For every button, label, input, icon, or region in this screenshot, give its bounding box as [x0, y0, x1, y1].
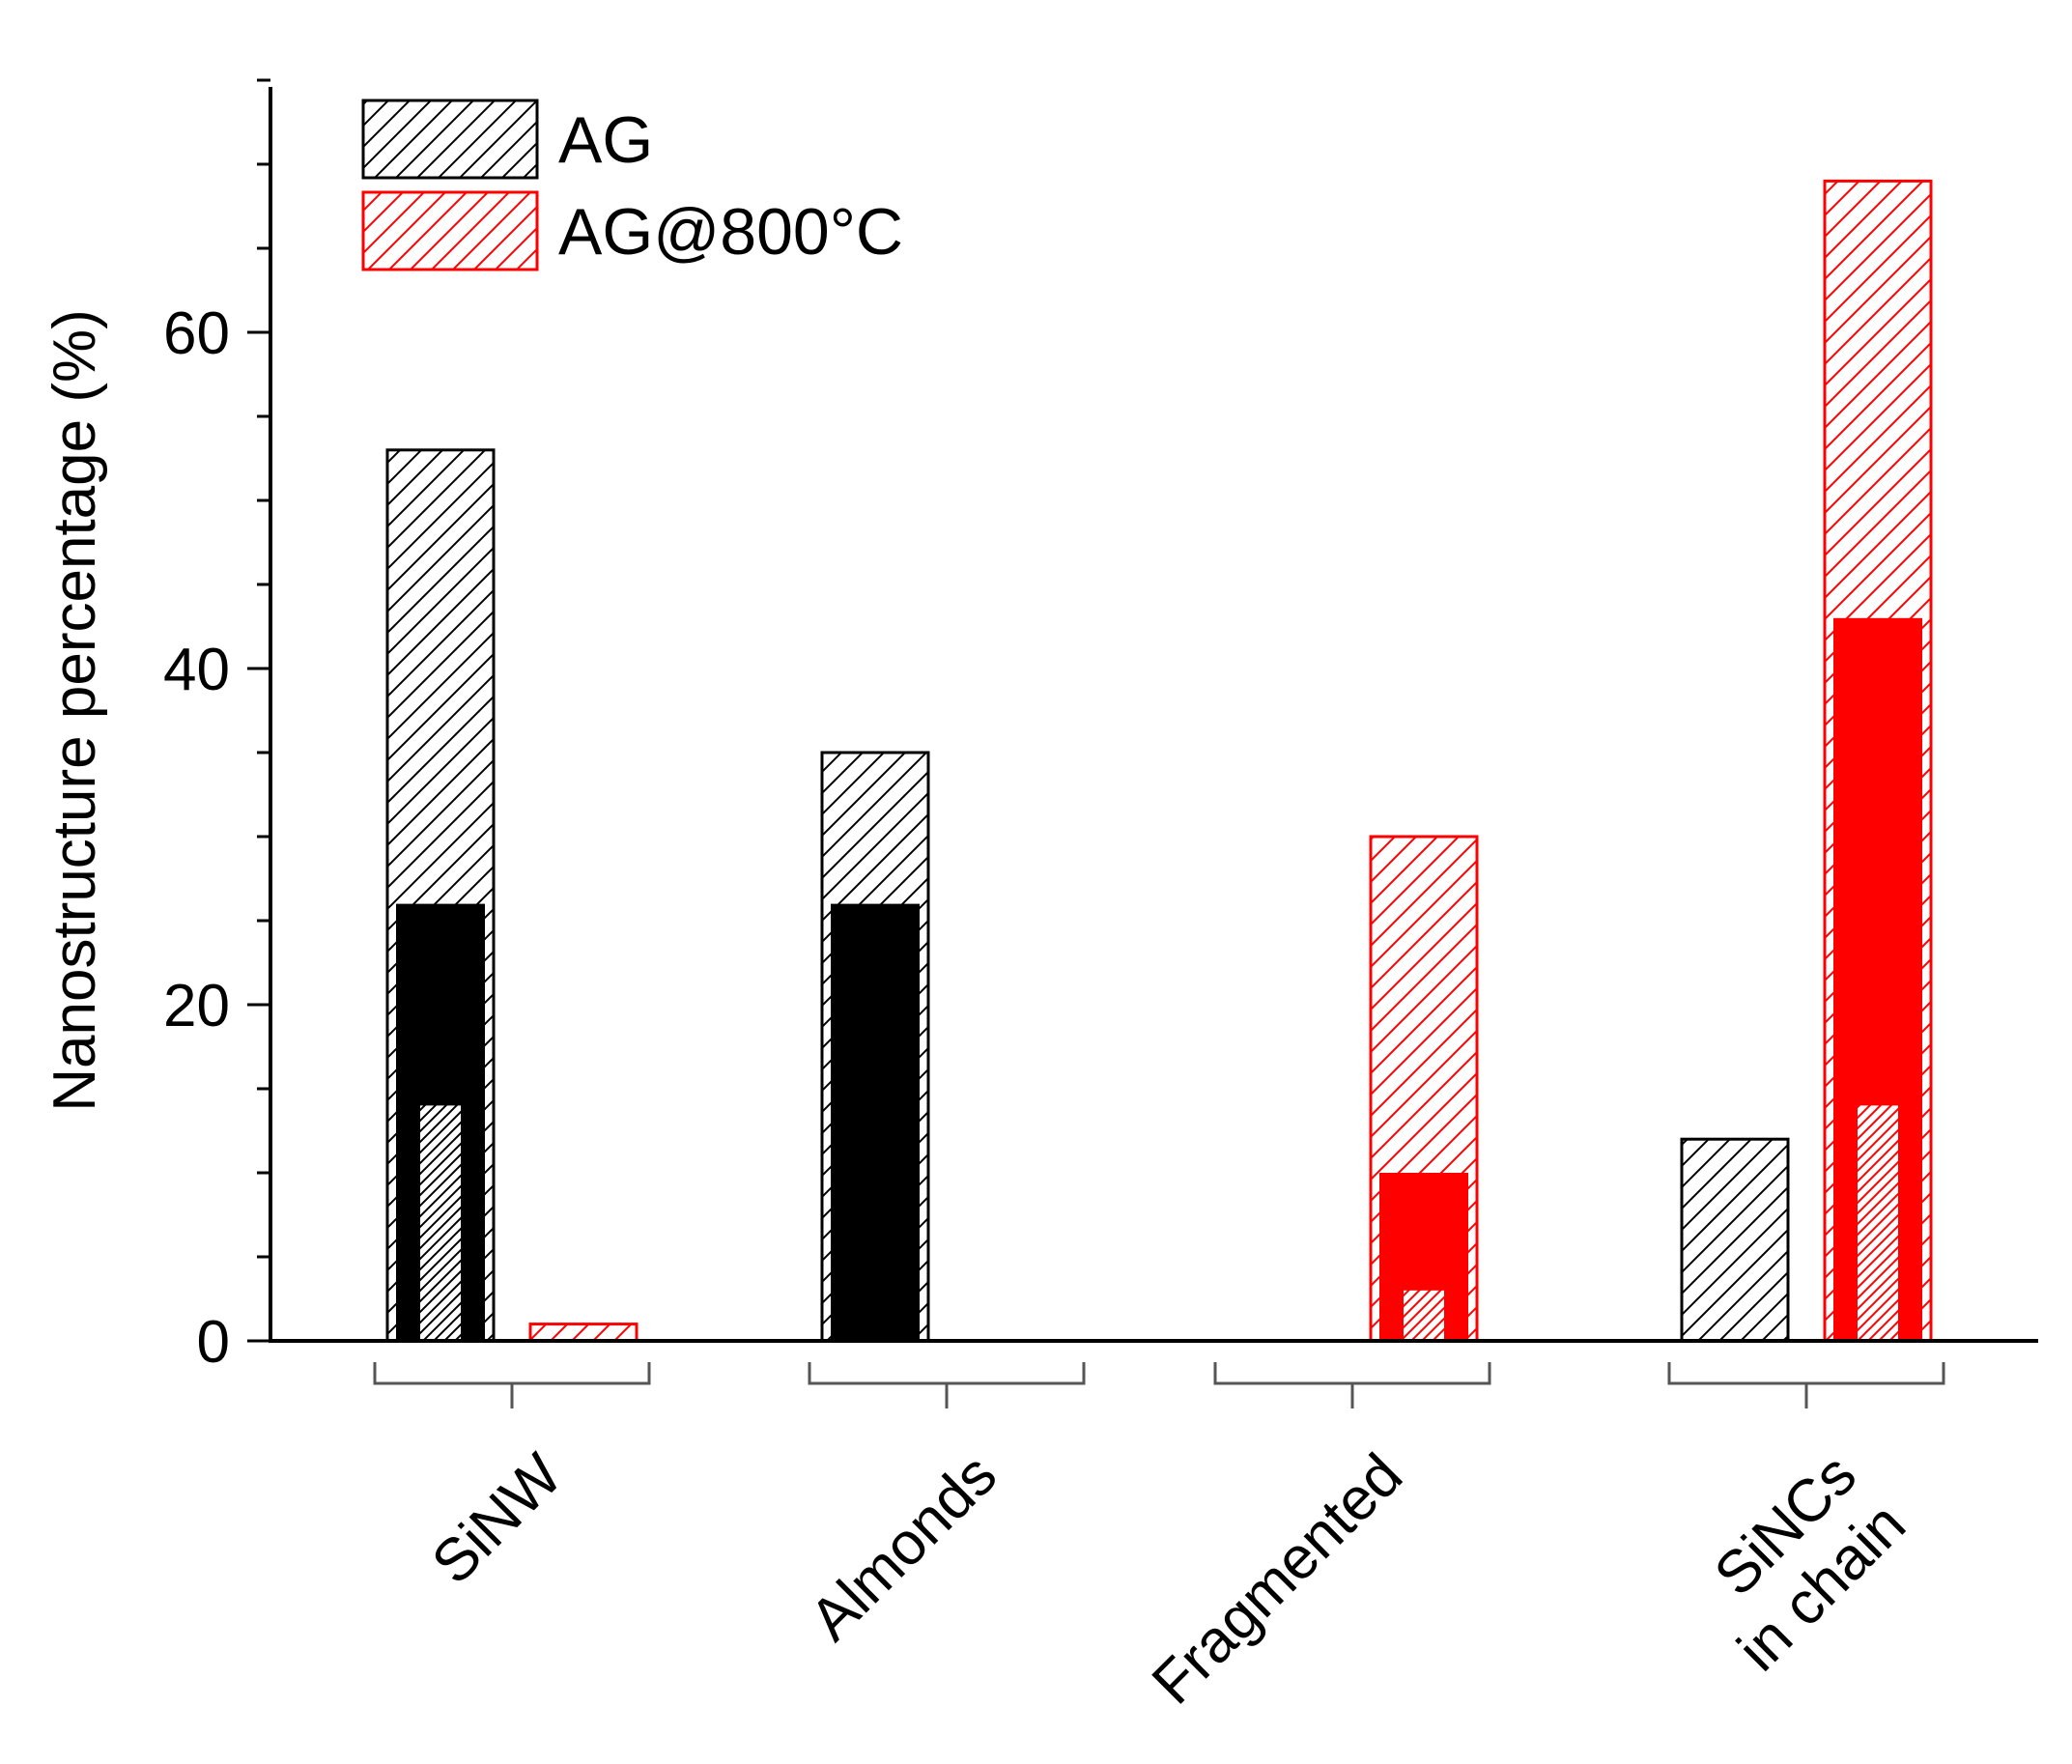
y-axis-title: Nanostructure percentage (%): [42, 309, 108, 1112]
inner-hatched-bar-ag-800-c-fragmented: [1404, 1290, 1444, 1341]
category-label-line-almonds-1: Almonds: [798, 1441, 1009, 1653]
category-label-fragmented: Fragmented: [1140, 1441, 1415, 1717]
category-bracket-sincs-in-chain: [1667, 1362, 1945, 1408]
category-label-almonds: Almonds: [798, 1441, 1009, 1653]
y-tick-label-20: 20: [163, 973, 230, 1039]
category-label-sinw: SiNW: [419, 1441, 575, 1597]
legend-swatch-ag: [361, 99, 539, 180]
legend-label-ag-800-c: AG@800°C: [558, 195, 903, 269]
category-label-line-sinw-1: SiNW: [419, 1441, 575, 1597]
category-bracket-sinw: [373, 1362, 651, 1408]
legend-swatch-ag-800-c: [361, 190, 539, 271]
y-tick-label-60: 60: [163, 300, 230, 367]
category-label-line-fragmented-1: Fragmented: [1140, 1441, 1415, 1717]
bar-ag-800-c-sinw: [528, 1323, 639, 1343]
category-bracket-almonds: [808, 1362, 1086, 1408]
inner-solid-bar-ag-almonds: [831, 903, 920, 1341]
legend-label-ag: AG: [558, 103, 653, 177]
legend: AG AG@800°C: [361, 99, 903, 271]
bar-ag-sincs-in-chain: [1680, 1137, 1790, 1343]
inner-hatched-bar-ag-800-c-sincs-in-chain: [1858, 1105, 1898, 1341]
y-tick-label-0: 0: [197, 1309, 230, 1376]
category-bracket-fragmented: [1213, 1362, 1491, 1408]
bars-layer: [385, 179, 1933, 1343]
axes: 0 20 40 60 Nanostructure percentage (%) SiNW A…: [42, 78, 2038, 1717]
inner-hatched-bar-ag-sinw: [420, 1105, 461, 1341]
y-tick-label-40: 40: [163, 637, 230, 703]
